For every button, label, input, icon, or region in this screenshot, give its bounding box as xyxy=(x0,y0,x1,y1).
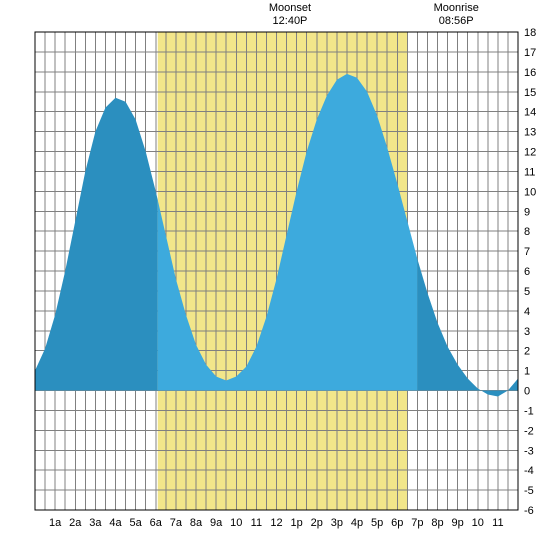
svg-text:13: 13 xyxy=(524,127,536,139)
svg-text:6p: 6p xyxy=(391,517,403,529)
svg-text:14: 14 xyxy=(524,107,536,119)
svg-text:16: 16 xyxy=(524,67,536,79)
svg-text:12: 12 xyxy=(270,517,282,529)
annotation-moonrise-time: 08:56P xyxy=(416,15,496,28)
svg-text:8a: 8a xyxy=(190,517,203,529)
svg-text:3p: 3p xyxy=(331,517,343,529)
svg-text:8: 8 xyxy=(524,226,530,238)
svg-text:-2: -2 xyxy=(524,425,534,437)
svg-text:10: 10 xyxy=(230,517,242,529)
tide-chart: 1a2a3a4a5a6a7a8a9a1011121p2p3p4p5p6p7p8p… xyxy=(0,0,550,550)
svg-text:9a: 9a xyxy=(210,517,223,529)
svg-text:5p: 5p xyxy=(371,517,383,529)
svg-text:2p: 2p xyxy=(311,517,323,529)
svg-text:6: 6 xyxy=(524,266,530,278)
svg-text:-5: -5 xyxy=(524,485,534,497)
annotation-moonrise-title: Moonrise xyxy=(416,2,496,15)
svg-text:-1: -1 xyxy=(524,405,534,417)
svg-text:8p: 8p xyxy=(431,517,443,529)
chart-canvas: 1a2a3a4a5a6a7a8a9a1011121p2p3p4p5p6p7p8p… xyxy=(0,0,550,550)
svg-text:11: 11 xyxy=(492,517,503,529)
svg-text:3: 3 xyxy=(524,326,530,338)
svg-text:1: 1 xyxy=(524,366,530,378)
svg-text:7a: 7a xyxy=(170,517,183,529)
svg-text:-6: -6 xyxy=(524,505,534,517)
svg-text:7: 7 xyxy=(524,246,530,258)
svg-text:5a: 5a xyxy=(130,517,143,529)
svg-text:6a: 6a xyxy=(150,517,163,529)
svg-text:4p: 4p xyxy=(351,517,363,529)
annotation-moonrise: Moonrise 08:56P xyxy=(416,2,496,28)
svg-text:11: 11 xyxy=(251,517,262,529)
annotation-moonset-time: 12:40P xyxy=(250,15,330,28)
annotation-moonset: Moonset 12:40P xyxy=(250,2,330,28)
svg-text:-3: -3 xyxy=(524,445,534,457)
svg-text:-4: -4 xyxy=(524,465,534,477)
svg-text:9: 9 xyxy=(524,206,530,218)
svg-text:10: 10 xyxy=(472,517,484,529)
svg-text:9p: 9p xyxy=(452,517,464,529)
svg-text:0: 0 xyxy=(524,386,530,398)
svg-text:2: 2 xyxy=(524,346,530,358)
svg-text:15: 15 xyxy=(524,87,536,99)
svg-text:1p: 1p xyxy=(291,517,303,529)
svg-text:5: 5 xyxy=(524,286,530,298)
svg-text:3a: 3a xyxy=(89,517,102,529)
svg-text:4: 4 xyxy=(524,306,530,318)
svg-text:7p: 7p xyxy=(411,517,423,529)
annotation-moonset-title: Moonset xyxy=(250,2,330,15)
svg-text:18: 18 xyxy=(524,27,536,39)
svg-text:17: 17 xyxy=(524,47,536,59)
svg-text:10: 10 xyxy=(524,186,536,198)
svg-text:12: 12 xyxy=(524,147,536,159)
svg-text:2a: 2a xyxy=(69,517,82,529)
svg-text:4a: 4a xyxy=(109,517,122,529)
svg-text:11: 11 xyxy=(524,166,535,178)
svg-text:1a: 1a xyxy=(49,517,62,529)
